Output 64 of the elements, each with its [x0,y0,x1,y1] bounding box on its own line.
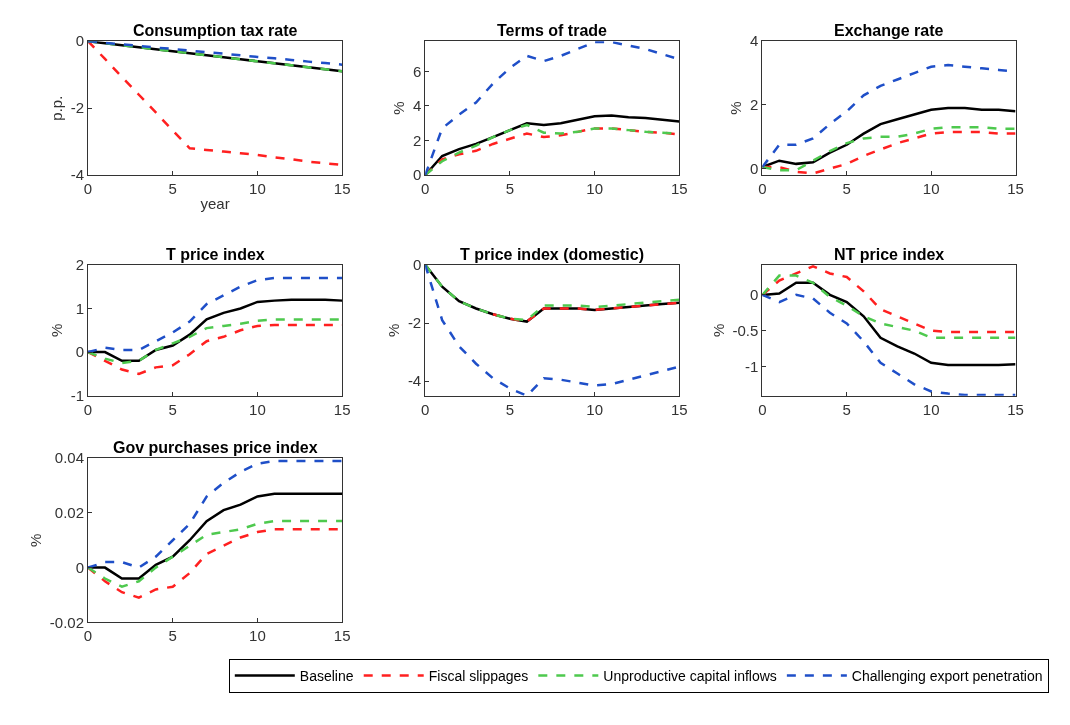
x-tick-label: 15 [671,180,688,198]
chart-title: Exchange rate [834,22,944,39]
x-tick-label: 5 [505,400,515,418]
x-tick-label: 15 [333,180,351,198]
x-tick-label: 10 [586,180,603,198]
y-tick-label: 0 [412,166,422,184]
y-tick-label: 0.02 [54,504,85,522]
chart-title: T price index [166,246,265,263]
y-tick-label: 0 [75,32,85,50]
chart-title: NT price index [834,246,945,263]
y-tick-label: 4 [412,97,422,115]
x-tick-label: 10 [586,400,603,418]
y-tick-label: -4 [70,166,85,184]
x-tick-label: 10 [249,180,266,198]
y-axis-title: % [709,323,727,337]
y-axis-title: % [385,323,403,337]
y-tick-label: 0 [75,558,85,576]
y-tick-label: 0 [750,159,759,177]
x-tick-label: 10 [249,400,266,418]
y-tick-label: -4 [407,372,422,390]
legend-label: Baseline [299,668,354,685]
x-tick-label: 5 [842,400,851,418]
x-tick-label: 15 [333,400,351,418]
y-tick-label: 0 [75,343,85,361]
chart-title: Gov purchases price index [113,439,318,456]
y-axis-title: % [47,323,65,337]
y-tick-label: 1 [75,299,85,317]
x-tick-label: 5 [842,180,851,198]
x-tick-label: 15 [1007,180,1024,198]
y-tick-label: -0.5 [732,321,759,339]
y-tick-label: 0.04 [54,449,85,467]
chart-title: T price index (domestic) [460,246,645,263]
y-tick-label: -1 [70,386,85,404]
x-tick-label: 5 [168,627,177,645]
y-tick-label: 2 [412,131,422,149]
x-tick-label: 15 [333,627,351,645]
x-tick-label: 5 [505,180,515,198]
y-tick-label: 4 [750,32,759,50]
legend-label: Challenging export penetration [851,668,1043,685]
y-tick-label: -2 [407,314,422,332]
x-tick-label: 10 [922,180,940,198]
y-tick-label: 6 [412,62,422,80]
x-tick-label: 15 [671,400,688,418]
y-tick-label: 2 [750,96,759,114]
x-tick-label: 5 [168,400,177,418]
chart-title: Consumption tax rate [133,22,298,39]
chart-title: Terms of trade [497,22,608,39]
y-tick-label: -1 [745,357,759,375]
y-axis-title: % [27,533,45,547]
legend-label: Unproductive capital inflows [603,668,777,685]
y-tick-label: 0 [750,286,759,304]
y-tick-label: 2 [75,256,85,274]
y-axis-title: p.p. [47,95,65,121]
legend-label: Fiscal slippages [428,668,529,685]
x-tick-label: 10 [249,627,266,645]
x-tick-label: 10 [922,400,940,418]
y-axis-title: % [390,101,408,115]
y-axis-title: % [727,101,745,115]
x-axis-title: year [200,195,230,213]
x-tick-label: 5 [168,180,177,198]
y-tick-label: -2 [70,99,85,117]
y-tick-label: 0 [412,256,422,274]
y-tick-label: -0.02 [49,613,85,631]
x-tick-label: 15 [1007,400,1024,418]
